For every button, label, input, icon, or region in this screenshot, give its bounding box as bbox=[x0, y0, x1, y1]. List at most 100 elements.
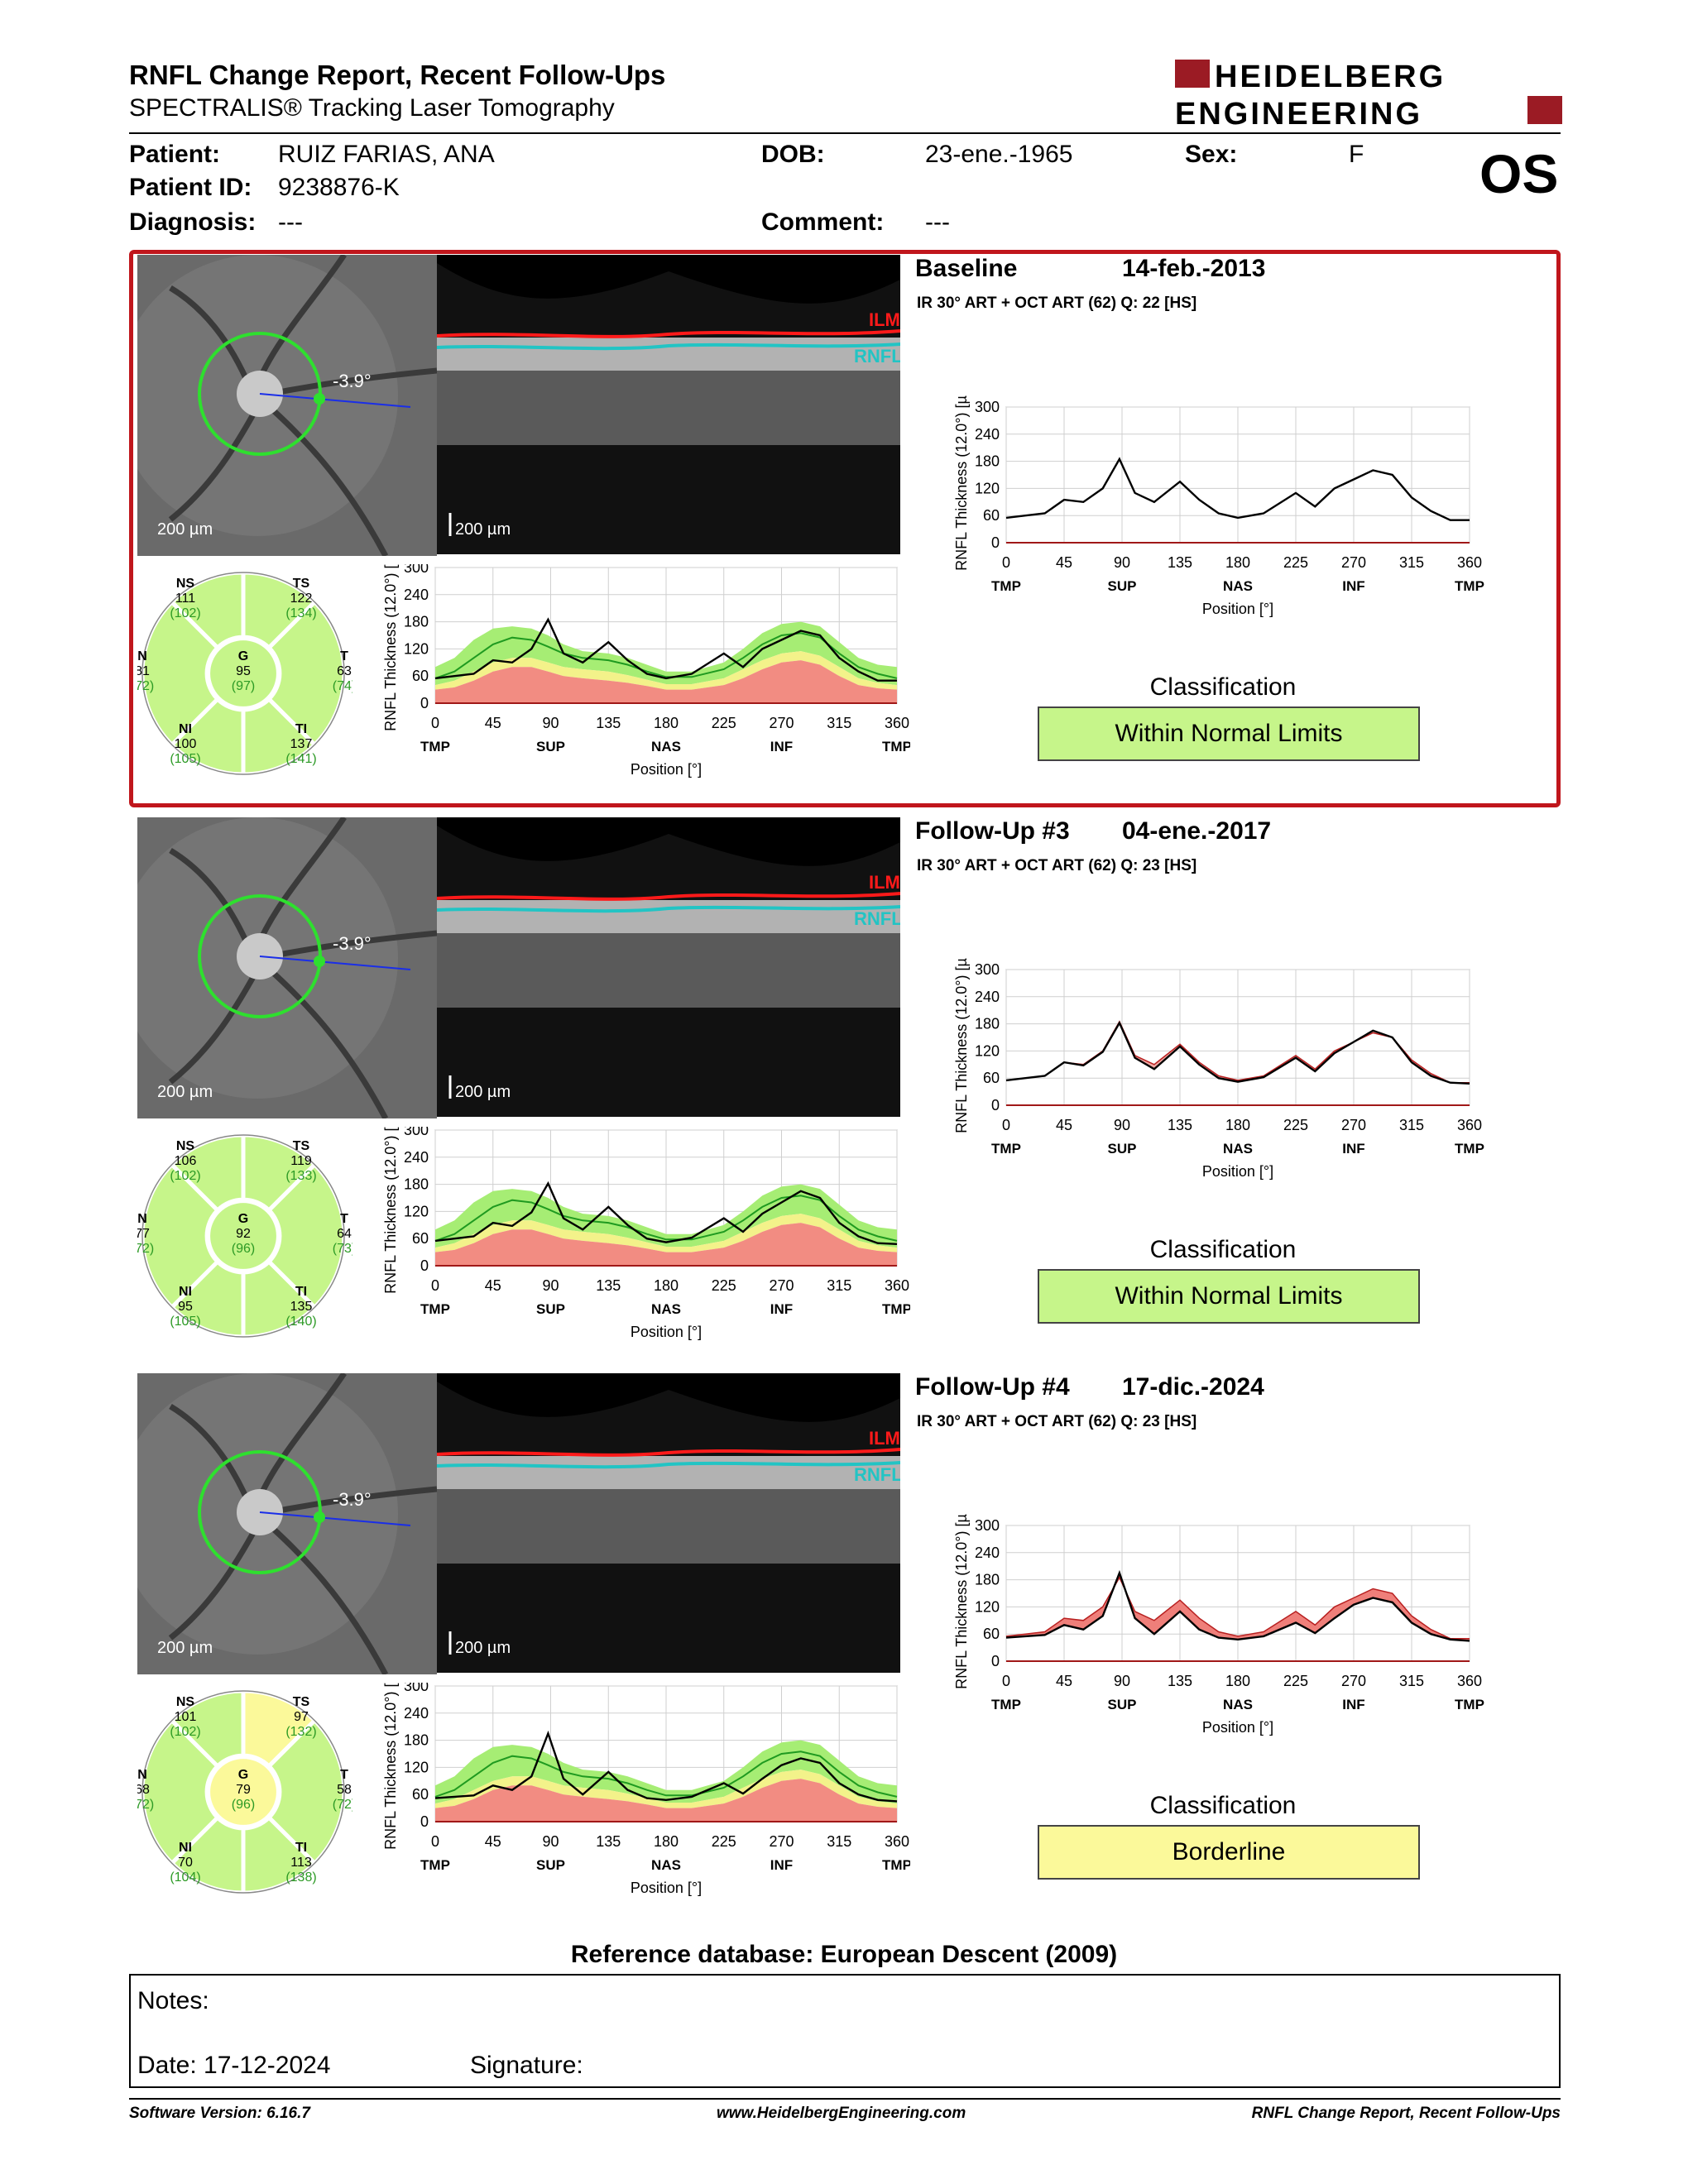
sector-name: T bbox=[340, 649, 348, 663]
rnfl-line bbox=[437, 905, 900, 913]
x-tick-label: 270 bbox=[769, 1833, 794, 1850]
rnfl-series-line bbox=[1005, 1020, 1470, 1085]
ilm-label: ILM bbox=[869, 872, 900, 893]
x-region-label: TMP bbox=[991, 1141, 1021, 1157]
pie-outline bbox=[141, 1134, 345, 1338]
sector-name: TI bbox=[295, 1841, 307, 1855]
exam-date: 04-ene.-2017 bbox=[1122, 817, 1272, 845]
sector-value: 77 bbox=[137, 1227, 150, 1241]
y-tick-label: 240 bbox=[975, 1545, 1000, 1561]
sector-normal-value: (105) bbox=[170, 1315, 200, 1329]
notes-label: Notes: bbox=[137, 1987, 209, 2014]
classification-result: Within Normal Limits bbox=[1038, 706, 1420, 761]
y-tick-label: 240 bbox=[404, 587, 429, 603]
sector-name: N bbox=[137, 649, 147, 663]
x-tick-label: 180 bbox=[654, 1833, 679, 1850]
eye-indicator: OS bbox=[1479, 143, 1559, 204]
rnfl-series-line bbox=[1005, 457, 1470, 521]
sector-normal-value: (72) bbox=[333, 1798, 352, 1812]
oct-deep-layers bbox=[437, 1489, 900, 1564]
x-region-label: TMP bbox=[882, 1857, 910, 1873]
y-tick-label: 180 bbox=[404, 1732, 429, 1749]
x-tick-label: 90 bbox=[542, 1277, 559, 1294]
y-tick-label: 180 bbox=[975, 453, 1000, 470]
exam-meta: IR 30° ART + OCT ART (62) Q: 22 [HS] bbox=[917, 295, 1197, 312]
fundus-scale-label: 200 µm bbox=[157, 1083, 213, 1101]
retinal-vessels bbox=[168, 255, 437, 556]
x-axis-label: Position [°] bbox=[1202, 1719, 1273, 1736]
classification-result: Borderline bbox=[1038, 1825, 1420, 1880]
retinal-vessels bbox=[168, 817, 437, 1118]
x-tick-label: 135 bbox=[596, 1277, 621, 1294]
rnfl-series-line bbox=[434, 1181, 898, 1245]
ilm-line bbox=[437, 892, 900, 901]
patient-name: RUIZ FARIAS, ANA bbox=[278, 141, 495, 168]
pie-outline bbox=[141, 572, 345, 775]
tsnit-change-chart: 0 60 120 180 240 300 0 45 90 135 180 225 270 315 360 TM… bbox=[953, 958, 1484, 1180]
sector-name: T bbox=[340, 1768, 348, 1782]
tsnit-change-chart: 0 60 120 180 240 300 0 45 90 135 180 225 270 315 360 TM… bbox=[953, 395, 1484, 617]
sector-value: 119 bbox=[290, 1154, 312, 1168]
y-tick-label: 240 bbox=[975, 426, 1000, 443]
y-tick-label: 60 bbox=[983, 507, 1000, 524]
sector-g bbox=[207, 637, 280, 710]
tsnit-normative-chart: 0 60 120 180 240 300 0 45 90 135 180 225 270 315 360 TM… bbox=[382, 1127, 910, 1340]
sector-normal-value: (105) bbox=[170, 752, 200, 766]
x-region-label: TMP bbox=[1455, 1141, 1484, 1157]
sector-value: 95 bbox=[236, 664, 251, 678]
borderline-band bbox=[435, 651, 897, 690]
fovea-angle: -3.9° bbox=[333, 1489, 372, 1510]
fovea-angle: -3.9° bbox=[333, 933, 372, 954]
y-tick-label: 120 bbox=[404, 1203, 429, 1219]
x-tick-label: 0 bbox=[431, 1833, 439, 1850]
sector-name: TS bbox=[293, 1139, 310, 1153]
oct-deep-layers bbox=[437, 371, 900, 445]
comment-value: --- bbox=[925, 208, 950, 236]
x-tick-label: 315 bbox=[827, 1833, 851, 1850]
x-axis-label: Position [°] bbox=[631, 1880, 702, 1896]
x-region-label: SUP bbox=[536, 1301, 565, 1317]
sector-value: 79 bbox=[236, 1783, 251, 1797]
x-tick-label: 315 bbox=[1399, 1117, 1424, 1133]
sector-g bbox=[207, 1755, 280, 1828]
footer-divider bbox=[129, 2098, 1561, 2100]
x-region-label: INF bbox=[1342, 1141, 1364, 1157]
fundus-image: -3.9° 200 µm bbox=[137, 817, 437, 1118]
x-tick-label: 225 bbox=[712, 1833, 736, 1850]
fundus-scale-label: 200 µm bbox=[157, 520, 213, 539]
tsnit-plot: 0 60 120 180 240 300 0 45 90 135 180 225 270 315 360 TM… bbox=[953, 395, 1484, 617]
oct-top-shadow bbox=[437, 1373, 900, 1422]
x-tick-label: 45 bbox=[485, 1277, 501, 1294]
dob-value: 23-ene.-1965 bbox=[925, 141, 1073, 168]
sector-normal-value: (102) bbox=[170, 1169, 200, 1183]
sector-normal-value: (72) bbox=[137, 679, 154, 693]
borderline-band bbox=[435, 1770, 897, 1808]
sector-name: TS bbox=[293, 577, 310, 591]
comment-label: Comment: bbox=[761, 208, 885, 236]
sector-normal-value: (73) bbox=[333, 1242, 352, 1256]
x-region-label: NAS bbox=[1223, 1697, 1253, 1712]
x-tick-label: 315 bbox=[1399, 554, 1424, 571]
rnfl-label: RNFL bbox=[854, 908, 900, 929]
x-tick-label: 180 bbox=[654, 1277, 679, 1294]
exam-section: -3.9° 200 µm ILM RNFL 200 µm NS 106 (102) TS 119(… bbox=[0, 812, 1688, 1358]
sector-normal-value: (141) bbox=[285, 752, 316, 766]
logo-line2: ENGINEERING bbox=[1175, 97, 1422, 129]
notes-box[interactable]: Notes: Date: 17-12-2024 Signature: bbox=[129, 1974, 1561, 2088]
y-tick-label: 240 bbox=[975, 989, 1000, 1005]
y-tick-label: 300 bbox=[975, 399, 1000, 415]
y-tick-label: 240 bbox=[404, 1705, 429, 1722]
x-region-label: INF bbox=[770, 739, 793, 754]
sector-g bbox=[207, 1200, 280, 1272]
normal-band bbox=[435, 621, 897, 686]
y-tick-label: 120 bbox=[975, 480, 1000, 496]
x-tick-label: 135 bbox=[596, 715, 621, 731]
x-tick-label: 225 bbox=[712, 715, 736, 731]
fovea-angle: -3.9° bbox=[333, 371, 372, 391]
normal-mean-line bbox=[434, 1751, 898, 1798]
x-region-label: TMP bbox=[991, 1697, 1021, 1712]
pie-outline bbox=[141, 1690, 345, 1894]
classification-label: Classification bbox=[1149, 1236, 1297, 1263]
sector-name: TS bbox=[293, 1695, 310, 1709]
